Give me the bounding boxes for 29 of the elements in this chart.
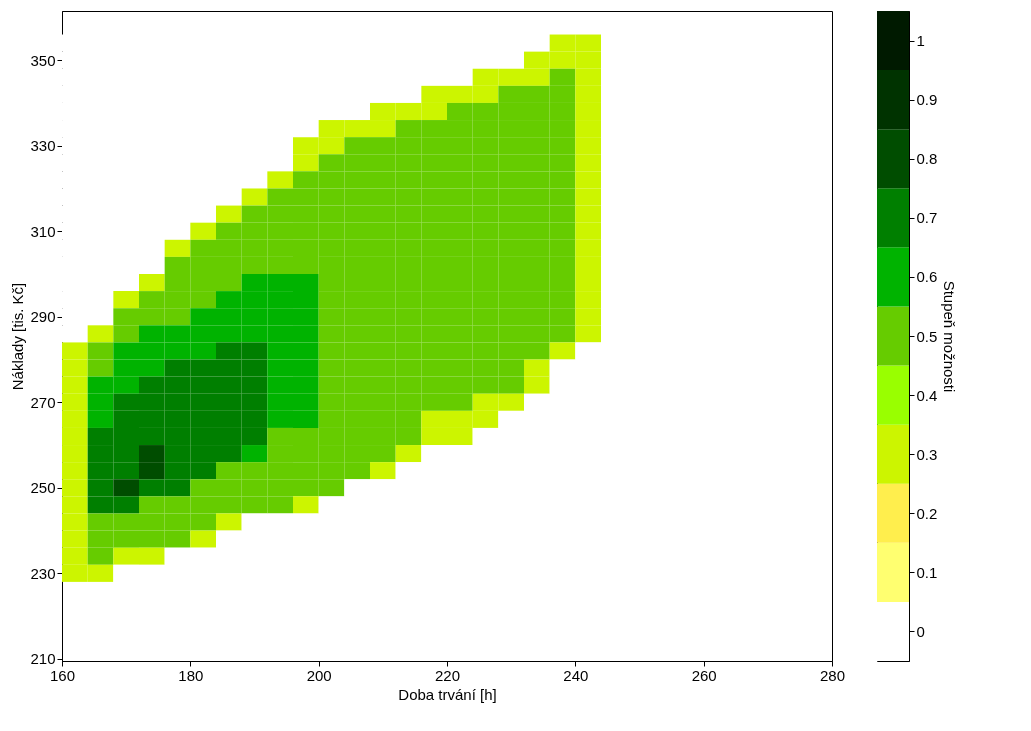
x-tick-label: 240 (563, 666, 589, 684)
x-tick-label: 280 (819, 666, 846, 684)
x-tick-label: 220 (434, 666, 461, 684)
color-bar-label: 0.9 (916, 91, 938, 109)
y-tick-label: 250 (30, 479, 56, 497)
x-axis-title: Doba trvání [h] (398, 685, 497, 703)
color-bar-label: 0.3 (916, 445, 938, 463)
color-bar-title: Stupeň možnosti (941, 280, 959, 393)
color-bar-label: 0.5 (916, 327, 938, 345)
color-bar-label: 1 (916, 32, 925, 50)
y-tick-label: 270 (30, 393, 56, 411)
y-tick-label: 310 (30, 222, 56, 240)
x-tick-label: 200 (306, 666, 332, 684)
y-axis-title: Náklady [tis. Kč] (9, 282, 27, 391)
y-tick-label: 210 (30, 650, 56, 668)
color-bar-label: 0.8 (916, 150, 938, 168)
color-bar-label: 0.4 (916, 386, 938, 404)
y-tick-label: 350 (30, 51, 56, 69)
x-tick-label: 160 (49, 666, 76, 684)
color-bar-label: 0.2 (916, 504, 938, 522)
color-bar-label: 0 (916, 622, 925, 640)
y-tick-label: 330 (30, 137, 56, 155)
color-bar-label: 0.6 (916, 268, 938, 286)
y-tick-label: 230 (30, 564, 56, 582)
x-tick-label: 180 (178, 666, 204, 684)
y-tick-label: 290 (30, 308, 56, 326)
x-tick-label: 260 (691, 666, 717, 684)
color-bar-label: 0.7 (916, 209, 938, 227)
color-bar-label: 0.1 (916, 563, 938, 581)
